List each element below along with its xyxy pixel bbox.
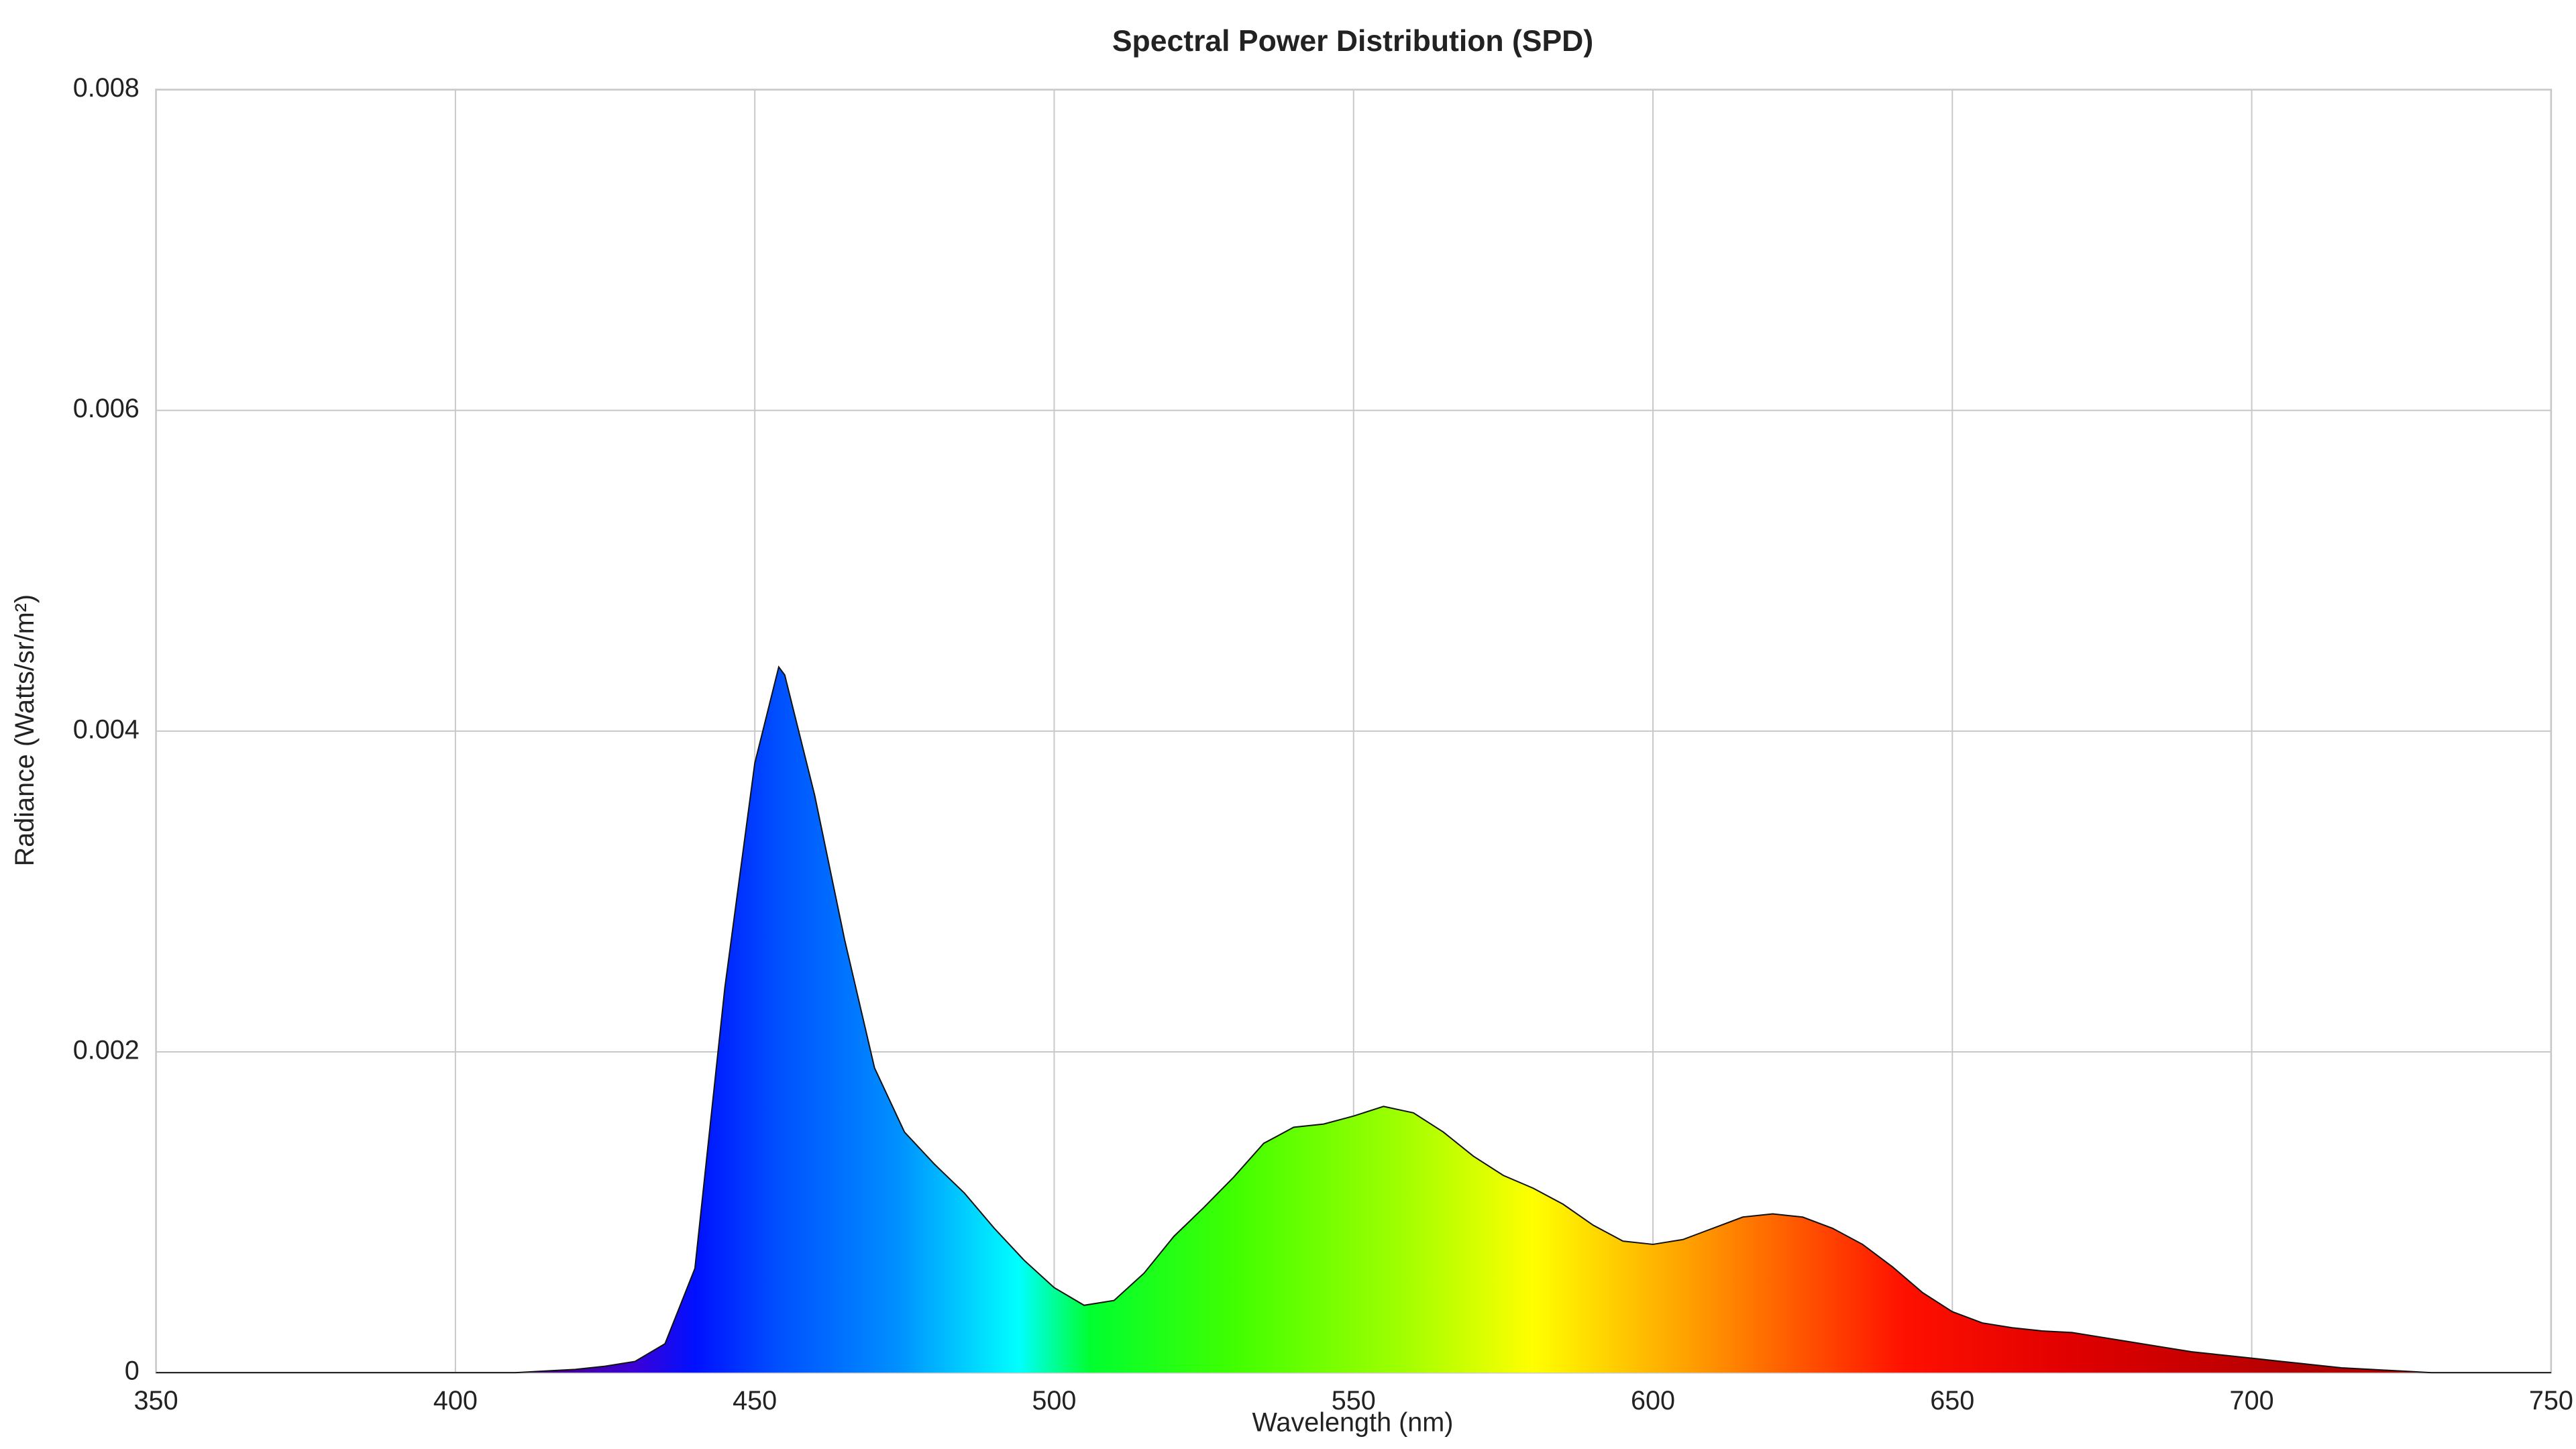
spectrum-line [156, 665, 2551, 1374]
x-tick-label: 350 [134, 1386, 178, 1415]
y-tick-label: 0.006 [73, 394, 140, 423]
x-tick-label: 700 [2230, 1386, 2274, 1415]
x-tick-label: 550 [1332, 1386, 1376, 1415]
y-axis-label: Radiance (Watts/sr/m²) [10, 594, 40, 866]
y-tick-label: 0.002 [73, 1035, 140, 1065]
y-tick-label: 0.008 [73, 73, 140, 103]
chart-title: Spectral Power Distribution (SPD) [1112, 25, 1593, 58]
x-tick-label: 500 [1032, 1386, 1076, 1415]
spectrum-area [156, 667, 2551, 1373]
x-tick-label: 650 [1930, 1386, 1974, 1415]
x-tick-label: 450 [733, 1386, 777, 1415]
x-tick-label: 400 [433, 1386, 478, 1415]
x-tick-label: 600 [1631, 1386, 1675, 1415]
x-tick-label: 750 [2529, 1386, 2573, 1415]
y-tick-label: 0.004 [73, 714, 140, 744]
y-tick-label: 0 [125, 1356, 140, 1386]
x-axis-label: Wavelength (nm) [1252, 1407, 1454, 1437]
